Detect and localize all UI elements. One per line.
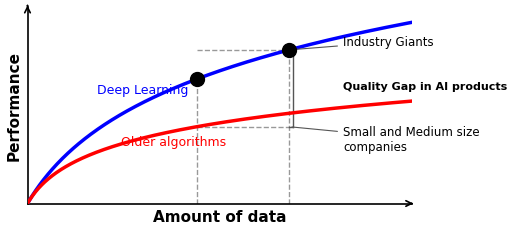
Y-axis label: Performance: Performance <box>7 51 22 160</box>
Text: Deep Learning: Deep Learning <box>97 83 188 96</box>
Text: Quality Gap in AI products: Quality Gap in AI products <box>343 82 507 92</box>
Text: Industry Giants: Industry Giants <box>292 36 434 50</box>
Text: Older algorithms: Older algorithms <box>121 135 226 148</box>
X-axis label: Amount of data: Amount of data <box>153 209 287 224</box>
Text: Small and Medium size
companies: Small and Medium size companies <box>292 125 480 153</box>
